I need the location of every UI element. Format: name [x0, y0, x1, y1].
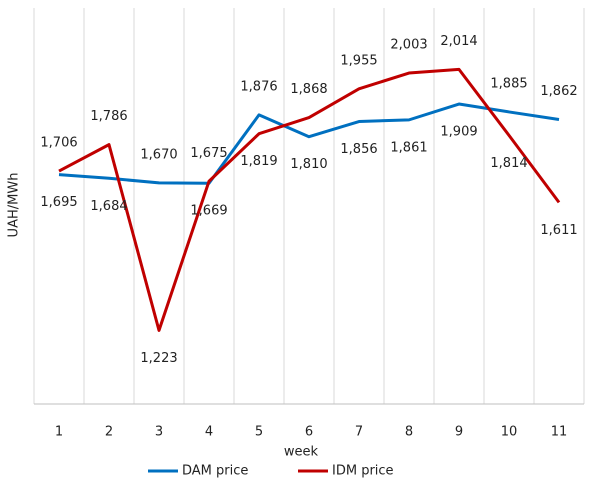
x-tick-label: 10: [501, 425, 518, 440]
data-label: 1,885: [490, 76, 527, 91]
data-label: 1,819: [240, 154, 277, 169]
data-label: 1,684: [90, 199, 127, 214]
data-label: 1,876: [240, 79, 277, 94]
data-label: 1,955: [340, 53, 377, 68]
data-label: 1,670: [140, 147, 177, 162]
x-tick-label: 6: [305, 425, 313, 440]
x-tick-label: 3: [155, 425, 163, 440]
data-label: 1,868: [290, 82, 327, 97]
y-axis-label: UAH/MWh: [7, 173, 22, 238]
legend-label: IDM price: [332, 464, 394, 479]
data-label: 1,856: [340, 142, 377, 157]
data-label: 1,669: [190, 204, 227, 219]
x-tick-label: 9: [455, 425, 463, 440]
x-tick-label: 8: [405, 425, 413, 440]
data-label: 2,014: [440, 34, 477, 49]
line-series: [58, 102, 560, 185]
data-label: 1,223: [140, 351, 177, 366]
data-label: 1,706: [40, 136, 77, 151]
x-tick-label: 11: [551, 425, 568, 440]
data-label: 1,611: [540, 223, 577, 238]
data-label: 1,695: [40, 195, 77, 210]
x-axis-label: week: [284, 445, 319, 460]
legend-label: DAM price: [182, 464, 248, 479]
data-label: 1,862: [540, 84, 577, 99]
x-tick-label: 5: [255, 425, 263, 440]
data-label: 2,003: [390, 38, 427, 53]
data-label: 1,810: [290, 157, 327, 172]
x-tick-label: 7: [355, 425, 363, 440]
data-label: 1,909: [440, 125, 477, 140]
x-tick-label: 2: [105, 425, 113, 440]
x-tick-label: 1: [55, 425, 63, 440]
line-series: [58, 67, 561, 332]
data-label: 1,786: [90, 109, 127, 124]
data-label: 1,814: [490, 156, 527, 171]
x-tick-label: 4: [205, 425, 213, 440]
data-label: 1,861: [390, 140, 427, 155]
data-label: 1,675: [190, 146, 227, 161]
